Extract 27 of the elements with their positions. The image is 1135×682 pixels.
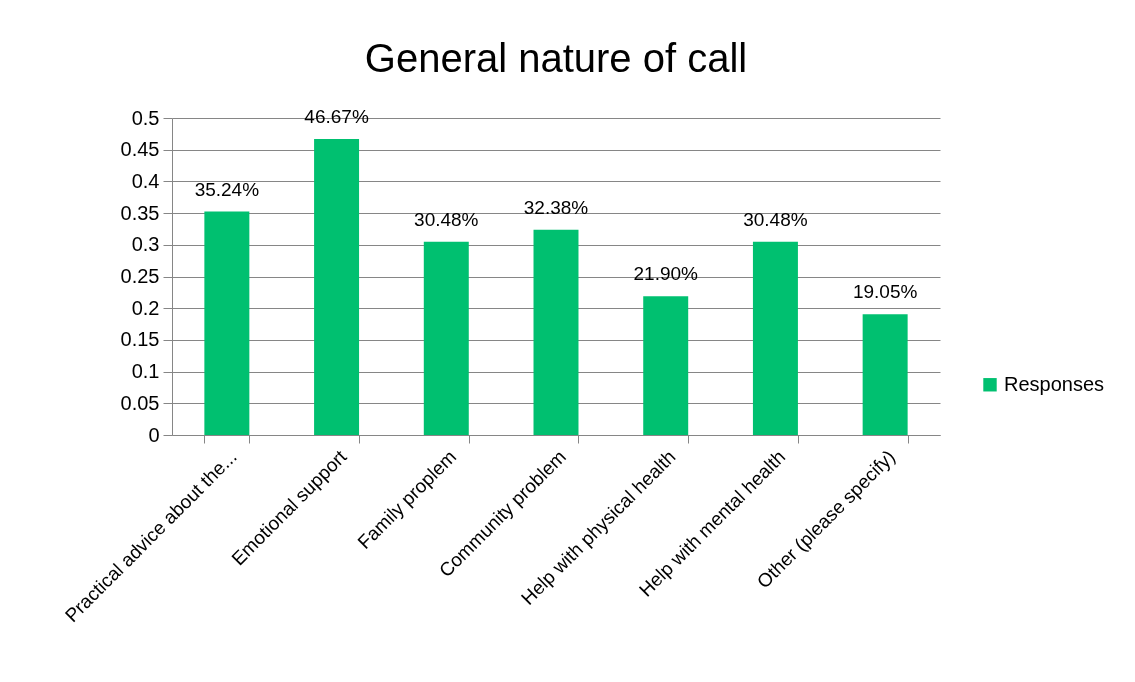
bar (533, 229, 579, 435)
chart-title: General nature of call (364, 36, 748, 80)
y-tick-label: 0.2 (131, 296, 160, 319)
data-label: 30.48% (414, 208, 479, 230)
bar (423, 241, 469, 435)
data-label: 35.24% (194, 178, 260, 200)
bar (862, 314, 908, 435)
data-label: 32.38% (523, 196, 589, 218)
y-tick-label: 0.4 (131, 169, 160, 192)
y-tick-label: 0.45 (120, 138, 160, 161)
y-tick-label: 0.25 (120, 265, 160, 287)
y-tick-label: 0.1 (131, 360, 160, 383)
bar (314, 139, 360, 435)
bar (752, 241, 798, 435)
y-tick-label: 0.35 (120, 201, 160, 224)
legend-label: Responses (1004, 372, 1105, 395)
data-label: 21.90% (633, 263, 699, 285)
data-label: 30.48% (743, 208, 808, 230)
y-tick-label: 0.3 (131, 233, 160, 256)
bar (643, 296, 689, 435)
data-label: 19.05% (852, 281, 918, 303)
y-tick-label: 0.05 (120, 391, 160, 414)
bar (204, 211, 250, 435)
y-tick-label: 0.5 (131, 106, 160, 129)
y-tick-label: 0.15 (120, 328, 160, 351)
y-tick-label: 0 (148, 423, 160, 446)
data-label: 46.67% (304, 106, 369, 128)
